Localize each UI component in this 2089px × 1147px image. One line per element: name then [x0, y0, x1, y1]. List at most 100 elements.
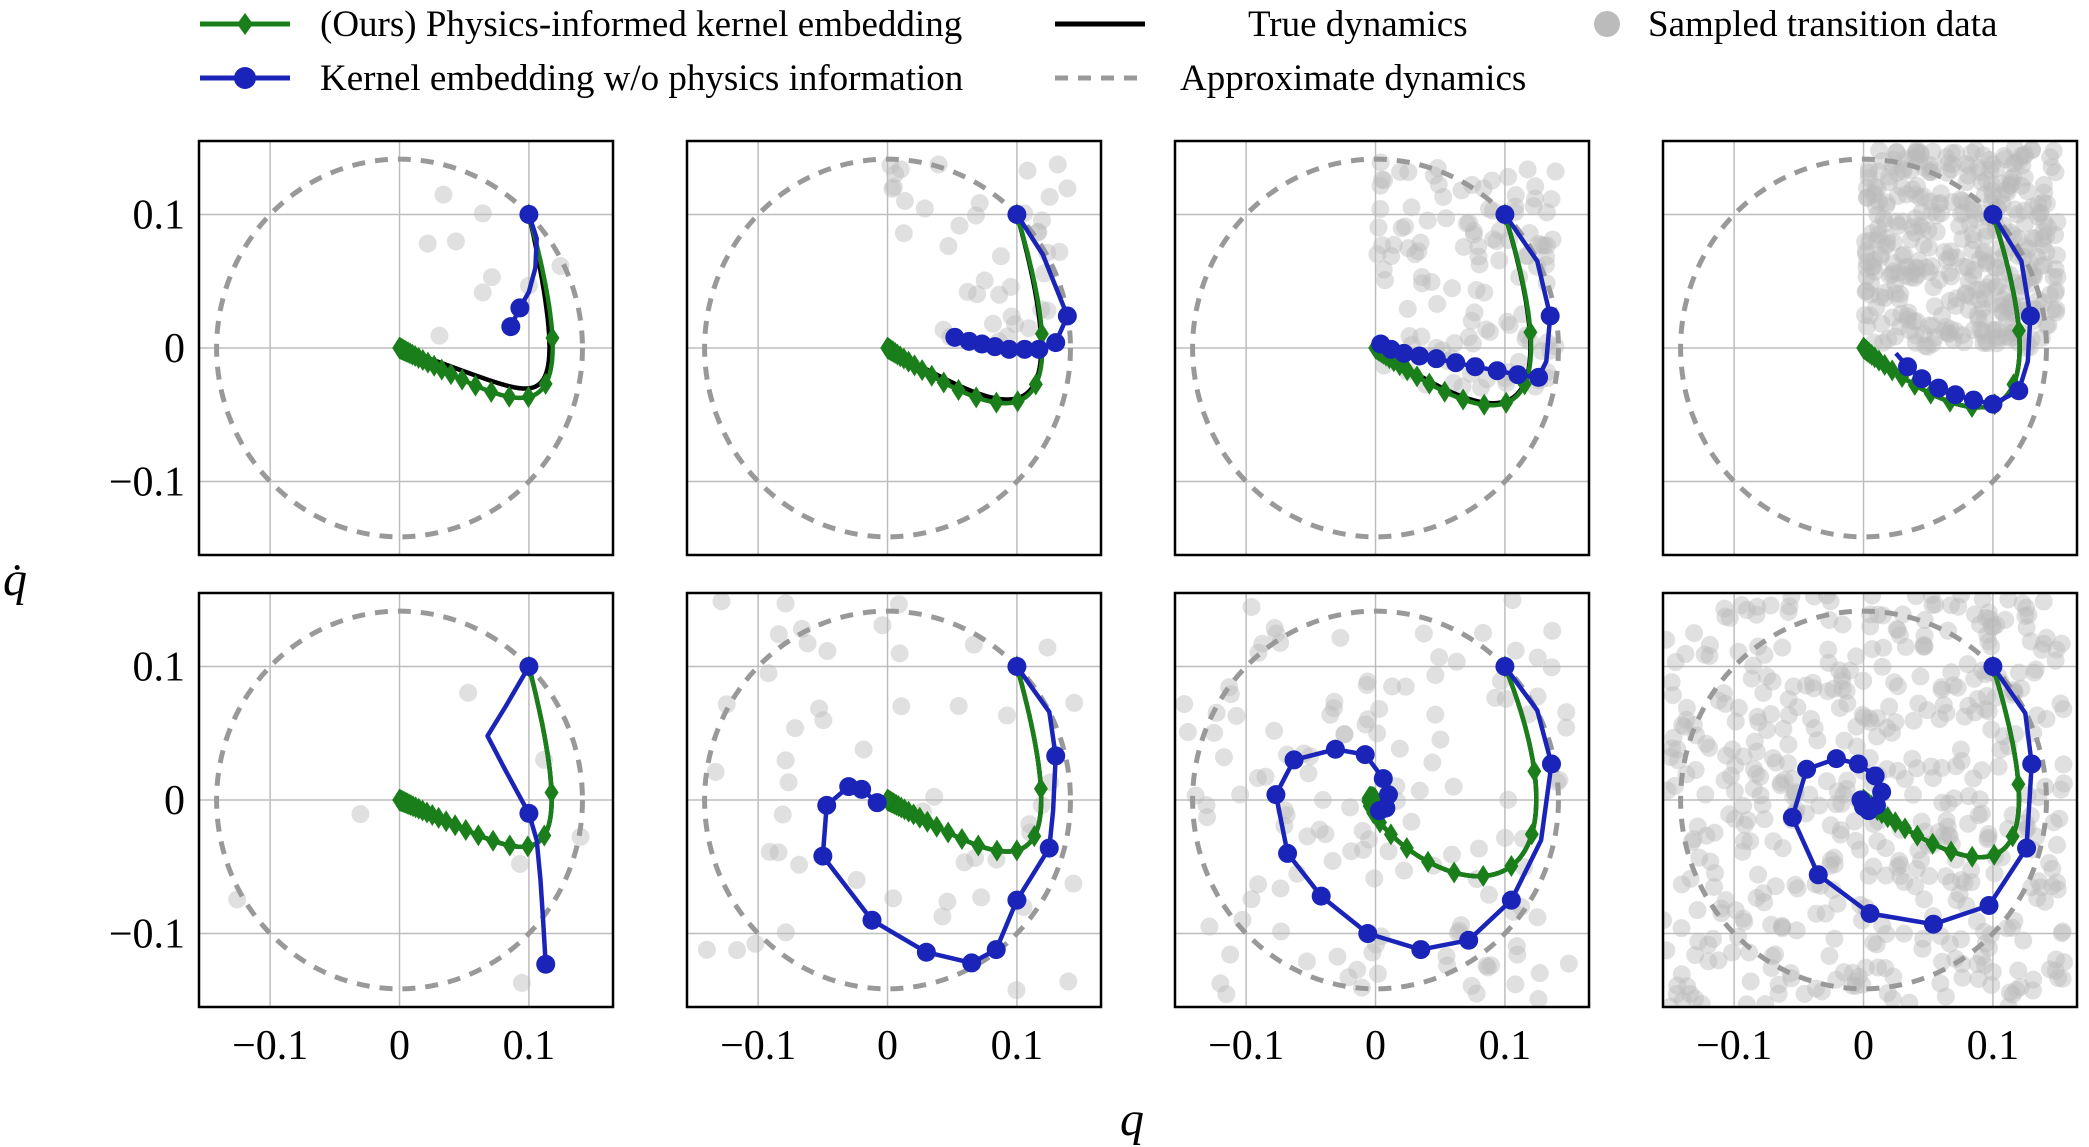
sample-point: [1668, 976, 1687, 995]
sample-point: [2052, 924, 2071, 943]
sample-point: [1847, 737, 1866, 756]
sample-point: [1878, 234, 1897, 253]
sample-point: [1469, 839, 1488, 858]
sample-point: [1837, 681, 1856, 700]
baseline-marker: [1007, 890, 1027, 910]
sample-point: [1946, 322, 1965, 341]
plot-area: [1663, 593, 2074, 1007]
sample-point: [1940, 934, 1959, 953]
sample-point: [1368, 724, 1387, 743]
sample-point: [2037, 628, 2056, 647]
sample-point: [1663, 673, 1681, 692]
sample-point: [351, 805, 370, 824]
baseline-marker: [1495, 656, 1515, 676]
plot-area: [214, 608, 590, 992]
sample-point: [1980, 150, 1999, 169]
legend-item-baseline: Kernel embedding w/o physics information: [200, 58, 963, 99]
sample-points: [1175, 593, 1578, 1007]
sample-point: [1699, 952, 1718, 971]
sample-point: [1779, 602, 1798, 621]
sample-point: [2048, 212, 2067, 231]
panels: −0.1 0 0.1 −0.1 0 0.1 −0.1 0 0.1 −0.1 0 0.1 −0.1 0 0.1…: [109, 139, 2079, 1069]
ours-marker: [989, 391, 1004, 414]
ours-marker: [1383, 823, 1398, 846]
sample-point: [1348, 960, 1367, 979]
baseline-marker: [2009, 381, 2029, 401]
sample-point: [2024, 970, 2043, 989]
sample-point: [1940, 263, 1959, 282]
sample-point: [1979, 938, 1998, 957]
legend-label-ours: (Ours) Physics-informed kernel embedding: [320, 4, 962, 45]
sample-point: [1506, 975, 1525, 994]
ours-marker: [520, 835, 535, 858]
sample-point: [1977, 608, 1996, 627]
sample-point: [1821, 593, 1840, 611]
sample-point: [1953, 191, 1972, 210]
sample-point: [884, 177, 903, 196]
sample-point: [1885, 673, 1904, 692]
sample-point: [1755, 645, 1774, 664]
sample-point: [1827, 795, 1846, 814]
sample-point: [2041, 148, 2060, 167]
ours-marker: [1456, 388, 1471, 411]
sample-point: [1858, 188, 1877, 207]
sample-point: [1976, 254, 1995, 273]
sample-point: [1357, 676, 1376, 695]
sample-point: [1373, 170, 1392, 189]
sample-point: [2034, 293, 2053, 312]
sample-point: [2040, 853, 2059, 872]
sample-point: [1934, 695, 1953, 714]
sample-point: [1714, 684, 1733, 703]
sample-point: [1880, 267, 1899, 286]
sample-point: [1857, 245, 1876, 264]
sample-point: [1939, 324, 1958, 343]
sample-point: [1981, 160, 2000, 179]
sample-point: [1932, 758, 1951, 777]
sample-point: [1905, 268, 1924, 287]
sample-point: [1818, 682, 1837, 701]
panel-1-2: −0.1 0 0.1: [1173, 591, 1591, 1069]
sample-point: [1912, 145, 1931, 164]
sample-point: [1903, 749, 1922, 768]
ours-marker: [880, 337, 895, 359]
sample-point: [1705, 823, 1724, 842]
sample-point: [1856, 958, 1875, 977]
sample-point: [1663, 941, 1676, 960]
sample-point: [1863, 593, 1882, 605]
sample-point: [2051, 780, 2070, 799]
sample-point: [964, 635, 983, 654]
sample-point: [818, 642, 837, 661]
ours-marker: [458, 818, 473, 841]
sample-point: [1803, 673, 1822, 692]
sample-point: [1937, 703, 1956, 722]
baseline-markers: [945, 204, 1077, 359]
sample-point: [1914, 235, 1933, 254]
sample-point: [1999, 593, 2018, 609]
sample-point: [2044, 813, 2063, 832]
sample-point: [1936, 317, 1955, 336]
sample-point: [1903, 149, 1922, 168]
sample-point: [1876, 959, 1895, 978]
sample-point: [1979, 828, 1998, 847]
sample-point: [1422, 273, 1441, 292]
sample-point: [2015, 201, 2034, 220]
sample-point: [1864, 185, 1883, 204]
sample-point: [1265, 618, 1284, 637]
sample-point: [1748, 707, 1767, 726]
plot-area: [1678, 141, 2067, 540]
sample-point: [1725, 809, 1744, 828]
sample-point: [2014, 931, 2033, 950]
sample-point: [1437, 209, 1456, 228]
sample-point: [1965, 261, 1984, 280]
sample-point: [1856, 232, 1875, 251]
sample-point: [1982, 720, 2001, 739]
sample-point: [746, 934, 765, 953]
ours-marker: [1476, 865, 1491, 888]
sample-point: [1528, 908, 1547, 927]
sample-point: [1950, 217, 1969, 236]
sample-point: [1769, 984, 1788, 1003]
sample-point: [798, 634, 817, 653]
sample-point: [1686, 761, 1705, 780]
sample-point: [1874, 209, 1893, 228]
sample-point: [2032, 256, 2051, 275]
